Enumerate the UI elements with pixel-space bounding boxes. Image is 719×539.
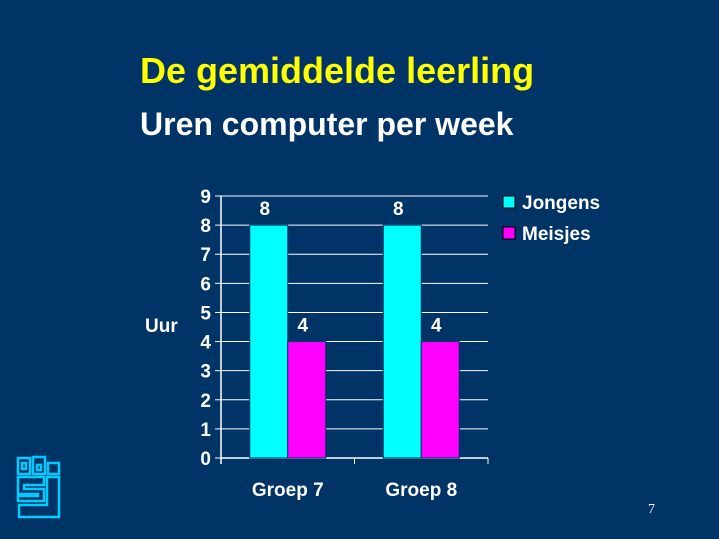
legend-swatch [502, 226, 516, 240]
y-tick-label: 5 [200, 303, 211, 324]
bar-jongens [249, 224, 289, 459]
y-axis-label: Uur [145, 316, 178, 337]
cbs-logo-icon [16, 455, 61, 519]
y-tick-label: 6 [200, 274, 211, 295]
y-tick-label: 7 [200, 245, 211, 266]
y-tick-label: 0 [200, 449, 211, 470]
y-tick-label: 9 [200, 187, 211, 208]
y-tick-label: 4 [200, 333, 211, 354]
data-label: 8 [259, 199, 270, 220]
x-tick-label: Groep 8 [385, 480, 457, 501]
data-label: 8 [393, 199, 404, 220]
y-tick-label: 8 [200, 216, 211, 237]
bar-meisjes [420, 341, 460, 459]
bar-jongens [382, 224, 422, 459]
y-tick-label: 3 [200, 362, 211, 383]
data-label: 4 [297, 316, 308, 337]
slide-title: De gemiddelde leerling [140, 50, 535, 91]
slide-number: 7 [648, 502, 655, 517]
bar-meisjes [287, 341, 327, 459]
data-label: 4 [431, 316, 442, 337]
slide-subtitle: Uren computer per week [140, 106, 514, 142]
y-tick-label: 1 [200, 420, 211, 441]
x-tick-label: Groep 7 [252, 480, 324, 501]
y-tick-label: 2 [200, 391, 211, 412]
legend-label: Meisjes [522, 224, 591, 245]
legend-swatch [502, 195, 516, 209]
legend-label: Jongens [522, 193, 600, 214]
